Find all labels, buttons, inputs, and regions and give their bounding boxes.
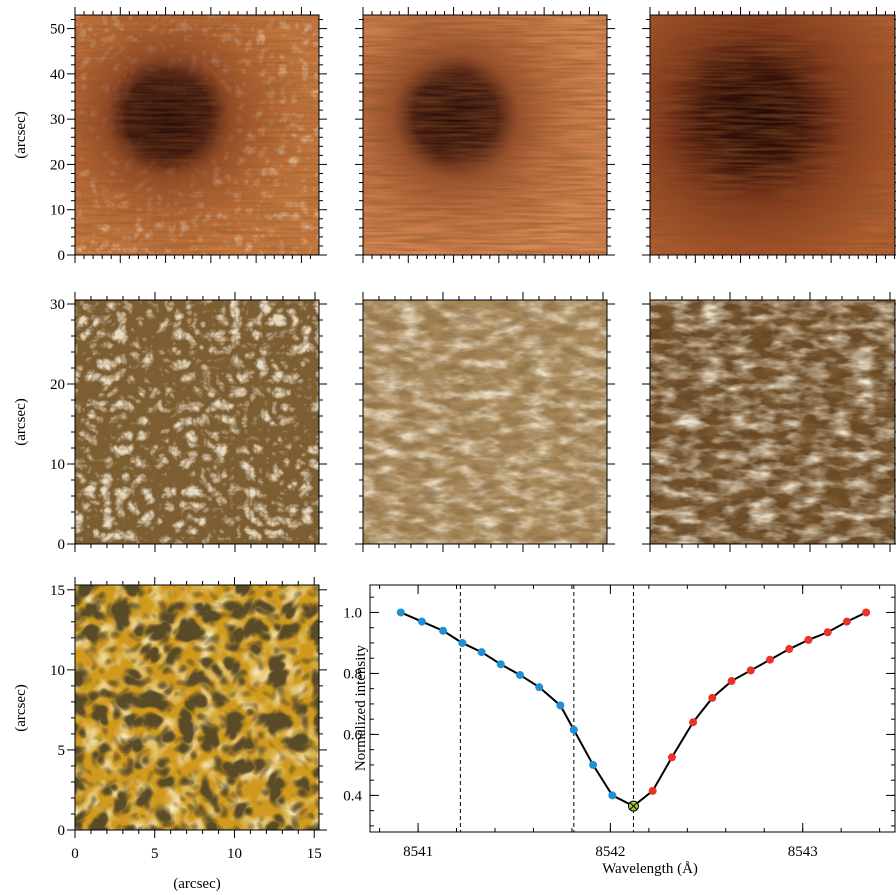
dashed-wavelength-markers bbox=[459, 585, 634, 832]
profile-core-point bbox=[627, 800, 639, 812]
profile-point-red bbox=[667, 753, 676, 762]
row3-ylabel: (arcsec) bbox=[13, 684, 29, 731]
x-tick-label: 0 bbox=[71, 846, 79, 862]
y-tick-label: 0 bbox=[58, 537, 66, 553]
row3-xlabel: (arcsec) bbox=[173, 876, 220, 892]
panel-row3-col1 bbox=[75, 585, 319, 830]
y-tick-label: 10 bbox=[50, 457, 65, 473]
image-panel-axes: 0 10 20 30 40 50 0 10 20 30 0 5 10 15 0 5 10 15 bbox=[50, 7, 896, 862]
y-tick-label: 30 bbox=[50, 112, 65, 128]
profile-point-red bbox=[862, 608, 871, 617]
plot-frame bbox=[369, 584, 896, 833]
y-tick-label: 50 bbox=[50, 22, 65, 38]
y-tick-label: 40 bbox=[50, 67, 65, 83]
y-tick-label: 0.6 bbox=[343, 727, 362, 743]
y-tick-label: 1.0 bbox=[343, 605, 362, 621]
profile-point-blue bbox=[556, 701, 565, 710]
profile-point-blue bbox=[535, 683, 544, 692]
profile-point-blue bbox=[516, 670, 524, 679]
profile-point-red bbox=[785, 645, 794, 654]
y-tick-label: 0.8 bbox=[343, 666, 362, 682]
profile-point-blue bbox=[396, 608, 405, 617]
x-tick-label: 8543 bbox=[788, 844, 818, 860]
profile-point-red bbox=[746, 666, 755, 675]
image-frame-row1-col3 bbox=[642, 7, 896, 263]
x-tick-label: 5 bbox=[151, 846, 159, 862]
profile-point-red bbox=[648, 786, 657, 795]
y-tick-label: 30 bbox=[50, 297, 65, 313]
image-frame-row1-col1: 0 10 20 30 40 50 bbox=[50, 7, 327, 264]
image-frame-row2-col3 bbox=[642, 292, 896, 552]
profile-points bbox=[396, 608, 871, 812]
profile-point-red bbox=[766, 655, 774, 664]
line-profile-chart: 0.4 0.6 0.8 1.0 8541 8542 8543 Normalized inte… bbox=[343, 584, 896, 877]
image-frame-row1-col2 bbox=[355, 7, 615, 263]
y-tick-label: 15 bbox=[50, 583, 65, 599]
y-tick-label: 20 bbox=[50, 157, 65, 173]
panel-row2-col1 bbox=[75, 300, 319, 544]
x-tick-label: 8542 bbox=[595, 844, 625, 860]
profile-point-red bbox=[708, 693, 717, 702]
panel-row1-col2 bbox=[363, 15, 607, 255]
image-frame-row3-col1: 0 5 10 15 0 5 10 15 bbox=[50, 577, 327, 862]
y-tick-label: 0 bbox=[58, 248, 66, 264]
profile-point-red bbox=[804, 635, 813, 644]
profile-point-blue bbox=[608, 791, 617, 800]
row2-ylabel: (arcsec) bbox=[13, 398, 29, 445]
profile-point-blue bbox=[569, 725, 578, 734]
profile-point-red bbox=[727, 677, 736, 686]
profile-point-red bbox=[689, 718, 698, 727]
profile-point-blue bbox=[496, 660, 505, 669]
profile-point-red bbox=[823, 628, 832, 637]
y-tick-label: 0 bbox=[58, 823, 66, 839]
profile-point-blue bbox=[477, 648, 486, 657]
panel-row2-col2 bbox=[363, 300, 607, 544]
y-tick-label: 0.4 bbox=[343, 788, 362, 804]
x-tick-label: 8541 bbox=[403, 844, 433, 860]
profile-point-red bbox=[842, 617, 851, 626]
profile-ticks: 0.4 0.6 0.8 1.0 8541 8542 8543 bbox=[343, 585, 895, 860]
profile-point-blue bbox=[417, 617, 426, 626]
profile-point-blue bbox=[458, 638, 467, 647]
x-tick-label: 15 bbox=[307, 846, 322, 862]
y-tick-label: 20 bbox=[50, 377, 65, 393]
x-tick-label: 10 bbox=[227, 846, 242, 862]
panel-row2-col3 bbox=[650, 300, 895, 544]
y-tick-label: 5 bbox=[58, 743, 66, 759]
profile-ylabel: Normalized intensity bbox=[353, 644, 369, 771]
profile-point-blue bbox=[439, 626, 448, 635]
profile-point-blue bbox=[589, 760, 598, 769]
panel-row1-col3 bbox=[650, 15, 895, 255]
y-tick-label: 10 bbox=[50, 663, 65, 679]
panel-row1-col1 bbox=[75, 15, 319, 255]
profile-xlabel: Wavelength (Å) bbox=[602, 861, 698, 877]
image-frame-row2-col1: 0 10 20 30 bbox=[50, 292, 327, 553]
row1-ylabel: (arcsec) bbox=[13, 111, 29, 158]
image-frame-row2-col2 bbox=[355, 292, 615, 552]
y-tick-label: 10 bbox=[50, 203, 65, 219]
